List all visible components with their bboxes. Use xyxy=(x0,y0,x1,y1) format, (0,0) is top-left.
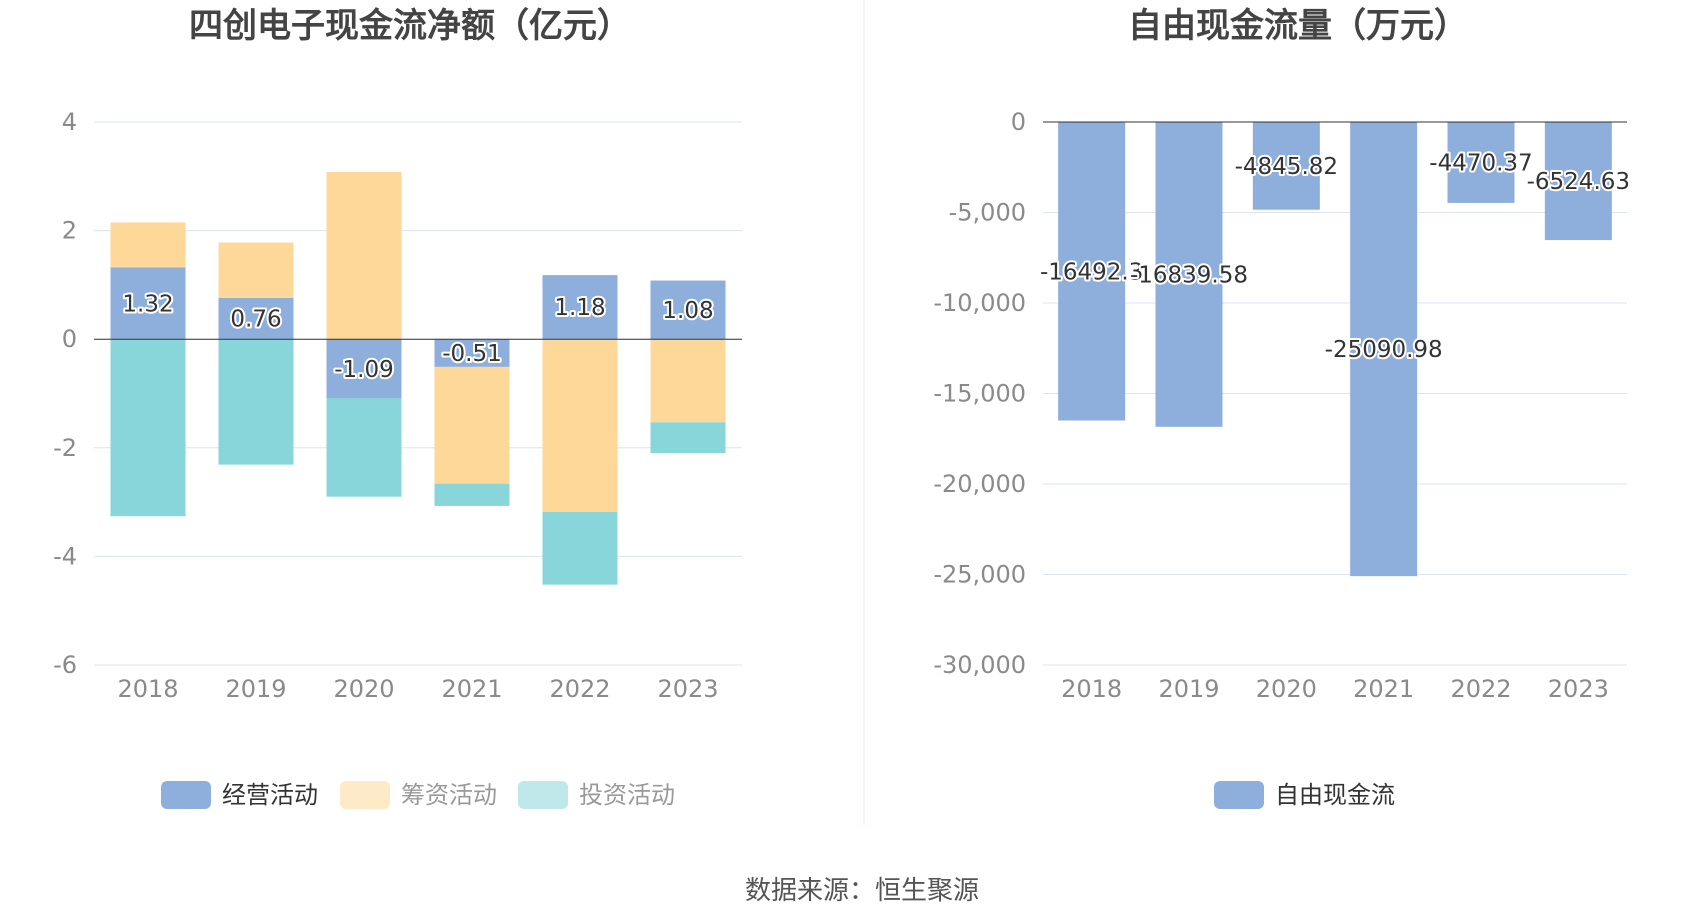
bar-筹资活动-2018 xyxy=(110,222,186,268)
y-tick-label: -30,000 xyxy=(933,651,1026,679)
chart-title-cashflow: 四创电子现金流净额（亿元） xyxy=(189,6,631,46)
x-tick-label: 2022 xyxy=(1450,675,1511,703)
bar-投资活动-2019 xyxy=(218,339,294,465)
data-label: -25090.98 xyxy=(1325,337,1443,363)
data-label: -16839.58 xyxy=(1130,262,1248,288)
bar-经营活动-2022 xyxy=(542,275,618,340)
bar-经营活动-2020 xyxy=(326,339,402,399)
legend-label: 投资活动 xyxy=(579,781,675,809)
data-label: 0.76 xyxy=(230,307,281,333)
data-label: -6524.63 xyxy=(1527,169,1630,195)
legend-label: 筹资活动 xyxy=(401,781,497,809)
x-tick-label: 2021 xyxy=(1353,675,1414,703)
x-tick-label: 2019 xyxy=(1158,675,1219,703)
bar-投资活动-2021 xyxy=(434,483,510,506)
bar-筹资活动-2019 xyxy=(218,242,294,298)
bar-投资活动-2018 xyxy=(110,339,186,517)
y-tick-label: -25,000 xyxy=(933,561,1026,589)
legend-swatch-投资活动 xyxy=(518,781,568,809)
bar-经营活动-2019 xyxy=(218,297,294,340)
x-tick-label: 2020 xyxy=(333,675,394,703)
legend-label: 经营活动 xyxy=(222,781,318,809)
x-tick-label: 2018 xyxy=(117,675,178,703)
bar-2021 xyxy=(1350,122,1418,577)
data-label: -16492.3 xyxy=(1040,259,1143,285)
bar-投资活动-2020 xyxy=(326,398,402,497)
legend-label: 自由现金流 xyxy=(1275,781,1395,809)
legend-swatch-自由现金流 xyxy=(1214,781,1264,809)
bar-经营活动-2023 xyxy=(650,280,726,340)
legend-swatch-经营活动 xyxy=(161,781,211,809)
y-tick-label: -10,000 xyxy=(933,289,1026,317)
legend-swatch-筹资活动 xyxy=(340,781,390,809)
bar-经营活动-2018 xyxy=(110,267,186,340)
data-label: -4845.82 xyxy=(1235,154,1338,180)
x-tick-label: 2018 xyxy=(1061,675,1122,703)
bar-筹资活动-2022 xyxy=(542,339,618,512)
bar-2023 xyxy=(1544,122,1612,241)
y-tick-label: -4 xyxy=(53,542,77,570)
bar-筹资活动-2023 xyxy=(650,339,726,423)
y-tick-label: -20,000 xyxy=(933,470,1026,498)
data-label: -1.09 xyxy=(334,357,394,383)
data-label: -0.51 xyxy=(442,341,502,367)
x-tick-label: 2022 xyxy=(549,675,610,703)
data-source: 数据来源：恒生聚源 xyxy=(745,876,979,906)
free-cashflow-chart: 0 -5,000 -10,000 -15,000 -20,000 -25,000 -30,0… xyxy=(933,108,1632,703)
y-tick-label: 0 xyxy=(62,325,77,353)
data-label: 1.08 xyxy=(662,298,713,324)
cashflow-legend: 经营活动 筹资活动 投资活动 xyxy=(161,781,675,809)
x-tick-label: 2019 xyxy=(225,675,286,703)
y-tick-label: -15,000 xyxy=(933,380,1026,408)
bar-经营活动-2021 xyxy=(434,339,510,367)
free-cashflow-legend: 自由现金流 xyxy=(1214,781,1395,809)
bar-2019 xyxy=(1155,122,1223,427)
y-tick-label: 2 xyxy=(62,217,77,245)
bar-2020 xyxy=(1252,122,1320,210)
bar-投资活动-2023 xyxy=(650,422,726,454)
bar-投资活动-2022 xyxy=(542,511,618,585)
y-tick-label: 0 xyxy=(1011,108,1026,136)
y-tick-label: -2 xyxy=(53,434,77,462)
x-tick-label: 2023 xyxy=(1548,675,1609,703)
bar-2018 xyxy=(1058,122,1126,421)
data-label: -4470.37 xyxy=(1429,150,1532,176)
x-tick-label: 2021 xyxy=(441,675,502,703)
bar-筹资活动-2021 xyxy=(434,366,510,484)
cashflow-chart: 4 2 0 -2 -4 -6 2018 2019 2020 2021 2022 2023 1.32 0.7… xyxy=(53,108,742,703)
x-tick-label: 2023 xyxy=(657,675,718,703)
bar-2022 xyxy=(1447,122,1515,203)
bar-筹资活动-2020 xyxy=(326,171,402,340)
y-tick-label: 4 xyxy=(62,108,77,136)
chart-title-free-cashflow: 自由现金流量（万元） xyxy=(1128,6,1468,46)
y-tick-label: -5,000 xyxy=(949,199,1026,227)
x-tick-label: 2020 xyxy=(1256,675,1317,703)
y-tick-label: -6 xyxy=(53,651,77,679)
data-label: 1.32 xyxy=(122,291,173,317)
data-label: 1.18 xyxy=(554,295,605,321)
